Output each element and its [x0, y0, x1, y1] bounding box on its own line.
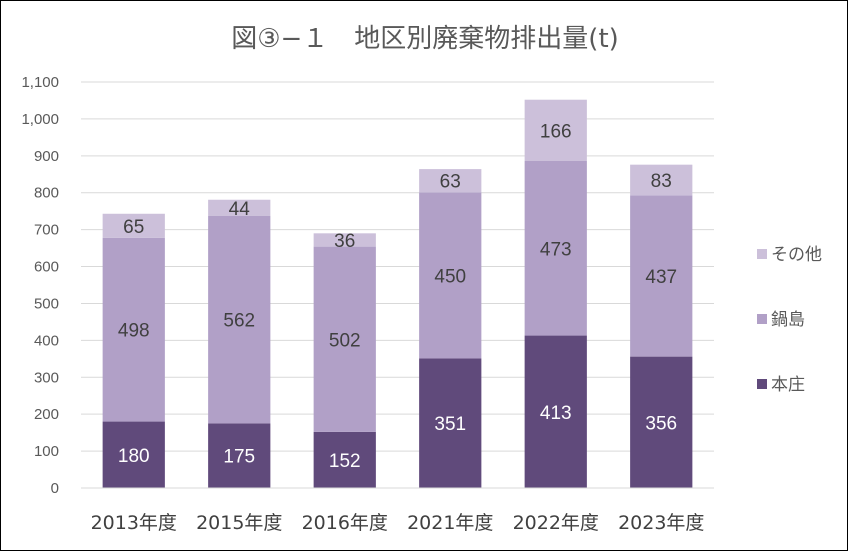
y-tick-label: 800 [34, 185, 59, 202]
legend-swatch [757, 379, 767, 389]
y-tick-label: 1,000 [21, 111, 59, 128]
y-tick-label: 0 [51, 480, 59, 497]
bar-segment [630, 164, 693, 196]
data-label: 63 [440, 172, 461, 193]
bar-segment [313, 431, 376, 488]
bar-segment [313, 233, 376, 247]
y-tick-label: 200 [34, 406, 59, 423]
x-tick-label: 2023年度 [618, 512, 704, 534]
data-label: 166 [540, 121, 572, 142]
data-label: 65 [123, 217, 144, 238]
data-label: 175 [223, 447, 255, 468]
gridlines [81, 81, 714, 489]
x-tick-label: 2013年度 [91, 512, 177, 534]
chart-title: 図③−１ 地区別廃棄物排出量(t) [231, 24, 619, 54]
bar-stack: 175 562 44 [208, 199, 271, 488]
bar-segment [419, 169, 482, 193]
legend-label: 鍋島 [771, 310, 805, 330]
bar-segment [419, 192, 482, 359]
data-label: 502 [329, 330, 361, 351]
x-axis: 2013年度 2015年度 2016年度 2021年度 2022年度 2023年度 [81, 487, 714, 534]
bar-segment [630, 356, 693, 488]
bar-segment [102, 213, 165, 238]
y-tick-label: 100 [34, 443, 59, 460]
data-label: 44 [229, 199, 251, 220]
bar-segment [102, 421, 165, 488]
bar-segment [102, 237, 165, 422]
x-tick-label: 2015年度 [196, 512, 282, 534]
y-axis: 0 100 200 300 400 500 600 700 800 900 1,000 1,100 [21, 74, 59, 497]
legend-item: その他 [757, 245, 822, 265]
data-label: 473 [540, 239, 572, 260]
y-tick-label: 700 [34, 222, 59, 239]
bar-segment [630, 195, 693, 357]
legend-item: 本庄 [757, 375, 805, 395]
x-tick-label: 2021年度 [407, 512, 493, 534]
bar-stack: 152 502 36 [313, 231, 376, 488]
y-tick-label: 400 [34, 332, 59, 349]
data-label: 180 [118, 446, 150, 467]
bar-segment [524, 99, 587, 161]
legend-item: 鍋島 [757, 310, 805, 330]
bar-segment [208, 215, 271, 424]
y-tick-label: 300 [34, 369, 59, 386]
bar-segment [524, 160, 587, 336]
x-tick-label: 2022年度 [513, 512, 599, 534]
bar-segment [524, 335, 587, 488]
x-tick-label: 2016年度 [302, 512, 388, 534]
legend-label: その他 [771, 245, 822, 265]
bars: 180 498 65 175 562 44 152 502 36 351 450 63 413 473 16… [102, 99, 693, 488]
data-label: 498 [118, 321, 150, 342]
data-label: 437 [645, 267, 677, 288]
y-tick-label: 900 [34, 148, 59, 165]
bar-segment [419, 358, 482, 488]
legend-swatch [757, 314, 767, 324]
data-label: 562 [223, 311, 255, 332]
bar-stack: 413 473 166 [524, 99, 587, 488]
data-label: 36 [334, 231, 355, 252]
y-tick-label: 600 [34, 259, 59, 276]
data-label: 356 [645, 413, 677, 434]
legend-label: 本庄 [771, 375, 805, 395]
data-label: 152 [329, 451, 361, 472]
data-label: 450 [434, 266, 466, 287]
data-label: 351 [434, 414, 466, 435]
y-tick-label: 1,100 [21, 74, 59, 91]
bar-stack: 351 450 63 [419, 169, 482, 488]
bar-stack: 180 498 65 [102, 213, 165, 488]
data-label: 83 [651, 171, 672, 192]
bar-segment [208, 199, 271, 216]
bar-stack: 356 437 83 [630, 164, 693, 488]
legend-swatch [757, 249, 767, 259]
y-tick-label: 500 [34, 295, 59, 312]
bar-segment [208, 423, 271, 488]
bar-segment [313, 246, 376, 432]
data-label: 413 [540, 403, 572, 424]
